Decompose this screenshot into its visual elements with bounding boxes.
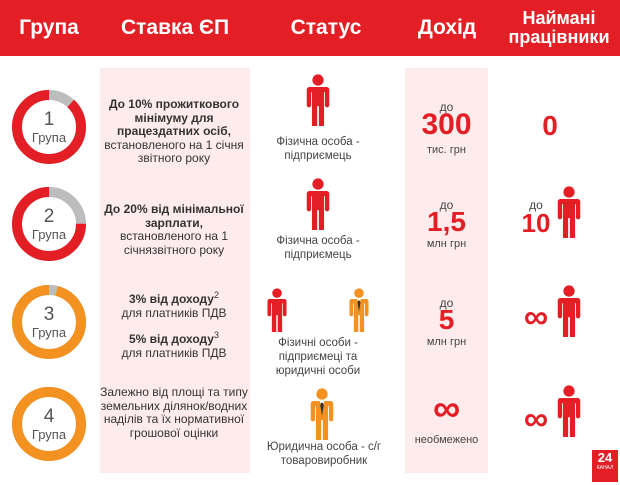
row-4-status: Юридична особа - с/г товаровиробник: [266, 441, 382, 467]
group-3-number: 3: [43, 303, 55, 325]
row-3-businessman-icon: [348, 288, 370, 332]
row-2-rate: До 20% від мінімальної зарплати, встанов…: [100, 202, 248, 257]
row-3-rate-line2-normal: для платників ПДВ: [121, 345, 227, 360]
header-employees: Наймані працівники: [508, 8, 610, 47]
group-3-label: Група: [31, 324, 67, 340]
group-2-ring: [12, 187, 86, 261]
group-4-circle: 4 Група: [10, 385, 88, 463]
row-3-rate-line1-sup: 2: [213, 290, 219, 300]
row-3-employees-person-icon: [556, 285, 582, 337]
row-4-income-value: ∞: [432, 388, 461, 430]
header-bar: Група Ставка ЄП Статус Дохід Наймані пра…: [0, 0, 620, 56]
row-2-income-value: 1,5: [427, 206, 466, 237]
row-4-rate: Залежно від площі та типу земельних діля…: [100, 385, 248, 440]
header-status: Статус: [290, 15, 362, 39]
group-1-label: Група: [31, 129, 67, 145]
ring-fill: [12, 285, 86, 359]
row-2-status: Фізична особа - підприємець: [276, 235, 360, 261]
group-1-ring: [12, 90, 86, 164]
row-1-rate-bold: До 10% прожиткового мінімуму для працезд…: [108, 97, 240, 138]
row-3-status: Фізичні особи - підприємеці та юридичні …: [275, 337, 361, 377]
row-2-rate-bold: До 20% від мінімальної зарплати,: [104, 202, 244, 230]
row-3-income-unit: млн грн: [426, 336, 467, 348]
row-3-rate-line1-normal: для платників ПДВ: [121, 305, 227, 320]
row-3-rate-line2: 5% від доходу3 для платників ПДВ: [100, 329, 248, 360]
ring-fill: [12, 90, 86, 164]
row-1-employees-value: 0: [542, 110, 558, 141]
row-2-employees-person-icon: [556, 186, 582, 238]
row-1-income-prefix: до: [439, 100, 454, 114]
row-2-employees-value: 10: [521, 208, 551, 238]
row-3-rate-line2-sup: 3: [213, 330, 219, 340]
row-3-income-prefix: до: [439, 296, 454, 310]
row-1-rate-normal: встановленого на 1 січня звітного року: [104, 137, 244, 165]
ring-fill: [12, 187, 86, 261]
header-group: Група: [19, 15, 79, 39]
channel-24-logo: 24 КАНАЛ: [592, 450, 618, 482]
row-4-rate-normal: Залежно від площі та типу земельних діля…: [100, 385, 248, 440]
row-4-employees-person-icon: [556, 385, 582, 437]
row-1-income-unit: тис. грн: [427, 144, 466, 156]
group-3-circle: 3 Група: [10, 283, 88, 361]
row-3-rate-line2-bold: 5% від доходу: [129, 332, 214, 346]
header-income: Дохід: [417, 15, 477, 39]
income-column-bg: [405, 68, 488, 473]
row-2-income-unit: млн грн: [426, 238, 467, 250]
row-3-person-icon: [266, 288, 288, 332]
rate-column-bg: [100, 68, 250, 473]
row-4-businessman-icon: [309, 388, 335, 440]
row-3-income-value: 5: [438, 304, 455, 335]
group-2-number: 2: [43, 205, 55, 227]
group-4-ring: [12, 387, 86, 461]
row-2-rate-normal: встановленого на 1 січнязвітного року: [119, 229, 229, 257]
row-1-income-value: 300: [421, 108, 472, 141]
row-1-person-icon: [305, 74, 331, 126]
row-2-person-icon: [305, 178, 331, 230]
group-3-ring: [12, 285, 86, 359]
logo-main: 24: [597, 450, 613, 465]
row-1-status: Фізична особа - підприємець: [276, 136, 360, 162]
group-4-number: 4: [43, 405, 55, 427]
group-1-circle: 1 Група: [10, 88, 88, 166]
row-3-rate-line1: 3% від доходу2 для платників ПДВ: [100, 289, 248, 320]
ring-fill: [12, 387, 86, 461]
group-2-label: Група: [31, 226, 67, 242]
row-4-employees-value: ∞: [523, 400, 549, 438]
row-4-income-unit: необмежено: [414, 434, 479, 446]
group-4-label: Група: [31, 426, 67, 442]
group-2-circle: 2 Група: [10, 185, 88, 263]
row-3-rate-line1-bold: 3% від доходу: [129, 292, 214, 306]
group-1-number: 1: [43, 108, 55, 130]
row-3-employees-value: ∞: [523, 298, 549, 336]
row-1-rate: До 10% прожиткового мінімуму для працезд…: [100, 97, 248, 166]
row-2-employees-prefix: до: [529, 198, 543, 212]
header-rate: Ставка ЄП: [120, 15, 230, 39]
row-2-income-prefix: до: [439, 198, 454, 212]
logo-sub: КАНАЛ: [596, 465, 614, 471]
